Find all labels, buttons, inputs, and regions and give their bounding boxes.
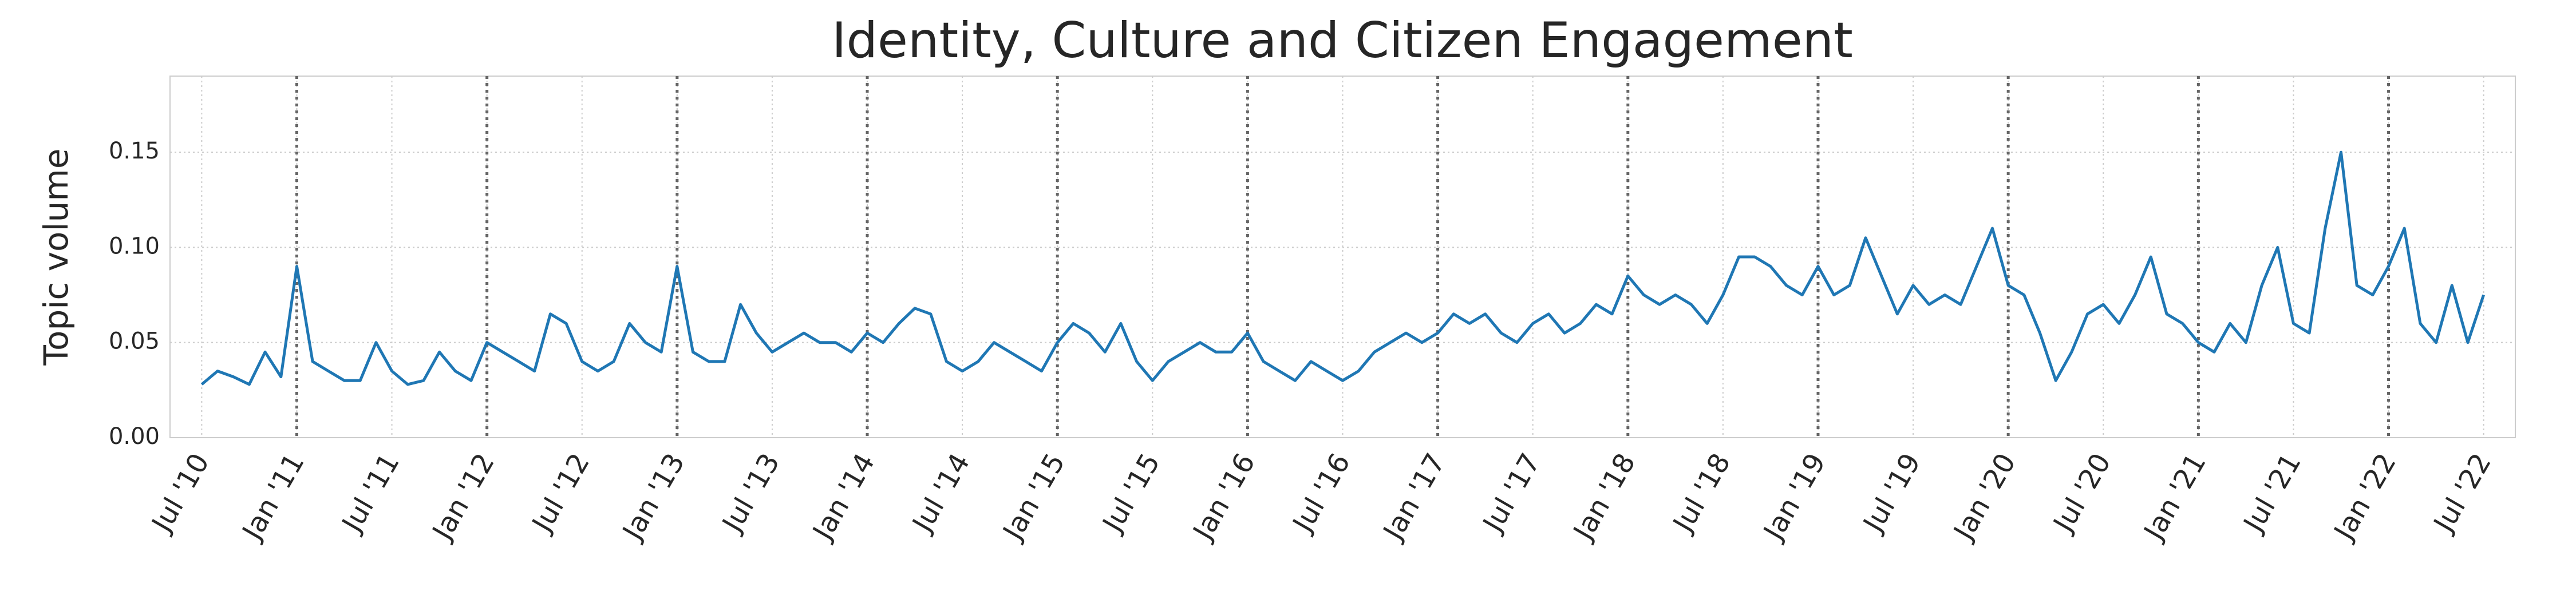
x-tick-label: Jan '16	[1186, 448, 1262, 546]
x-tick-label: Jul '20	[2046, 448, 2117, 538]
x-tick-label: Jul '22	[2427, 448, 2498, 538]
x-tick-label: Jul '11	[335, 448, 406, 538]
x-tick-label: Jul '12	[525, 448, 596, 538]
x-tick-label: Jan '18	[1566, 448, 1642, 546]
x-tick-label: Jul '16	[1286, 448, 1357, 538]
x-tick-label: Jul '14	[906, 448, 977, 538]
x-tick-label: Jan '13	[615, 448, 691, 546]
x-tick-label: Jul '21	[2237, 448, 2308, 538]
x-tick-label: Jan '21	[2137, 448, 2212, 546]
x-tick-label: Jan '12	[425, 448, 501, 546]
x-tick-label: Jul '19	[1856, 448, 1927, 538]
x-tick-label: Jul '18	[1666, 448, 1737, 538]
x-tick-label: Jul '10	[145, 448, 216, 538]
x-tick-label: Jul '13	[716, 448, 787, 538]
y-tick-label: 0.15	[109, 138, 160, 164]
x-tick-label: Jan '14	[806, 448, 882, 546]
chart-title: Identity, Culture and Citizen Engagement	[832, 12, 1853, 69]
x-tick-label: Jul '15	[1096, 448, 1167, 538]
x-tick-label: Jan '11	[235, 448, 311, 546]
x-tick-label: Jan '22	[2327, 448, 2403, 546]
data-line	[200, 150, 2485, 386]
y-tick-label: 0.00	[109, 423, 160, 450]
x-tick-label: Jan '15	[996, 448, 1072, 546]
x-tick-label: Jan '17	[1376, 448, 1452, 546]
x-tick-label: Jan '20	[1947, 448, 2022, 546]
y-tick-label: 0.05	[109, 328, 160, 355]
x-tick-label: Jan '19	[1757, 448, 1832, 546]
y-tick-label: 0.10	[109, 233, 160, 259]
y-axis-label: Topic volume	[37, 148, 76, 366]
x-tick-label: Jul '17	[1476, 448, 1547, 538]
